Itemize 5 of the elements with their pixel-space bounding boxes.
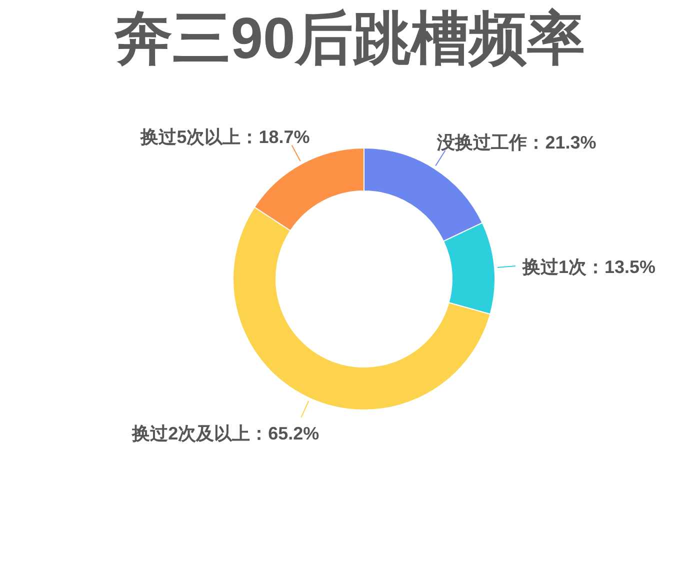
data-label: 换过5次以上：18.7% <box>140 127 310 148</box>
data-label: 没换过工作：21.3% <box>437 132 596 153</box>
data-label: 换过1次：13.5% <box>522 256 656 277</box>
title: 奔三90后跳槽频率 <box>114 6 586 71</box>
data-label: 换过2次及以上：65.2% <box>132 423 320 444</box>
